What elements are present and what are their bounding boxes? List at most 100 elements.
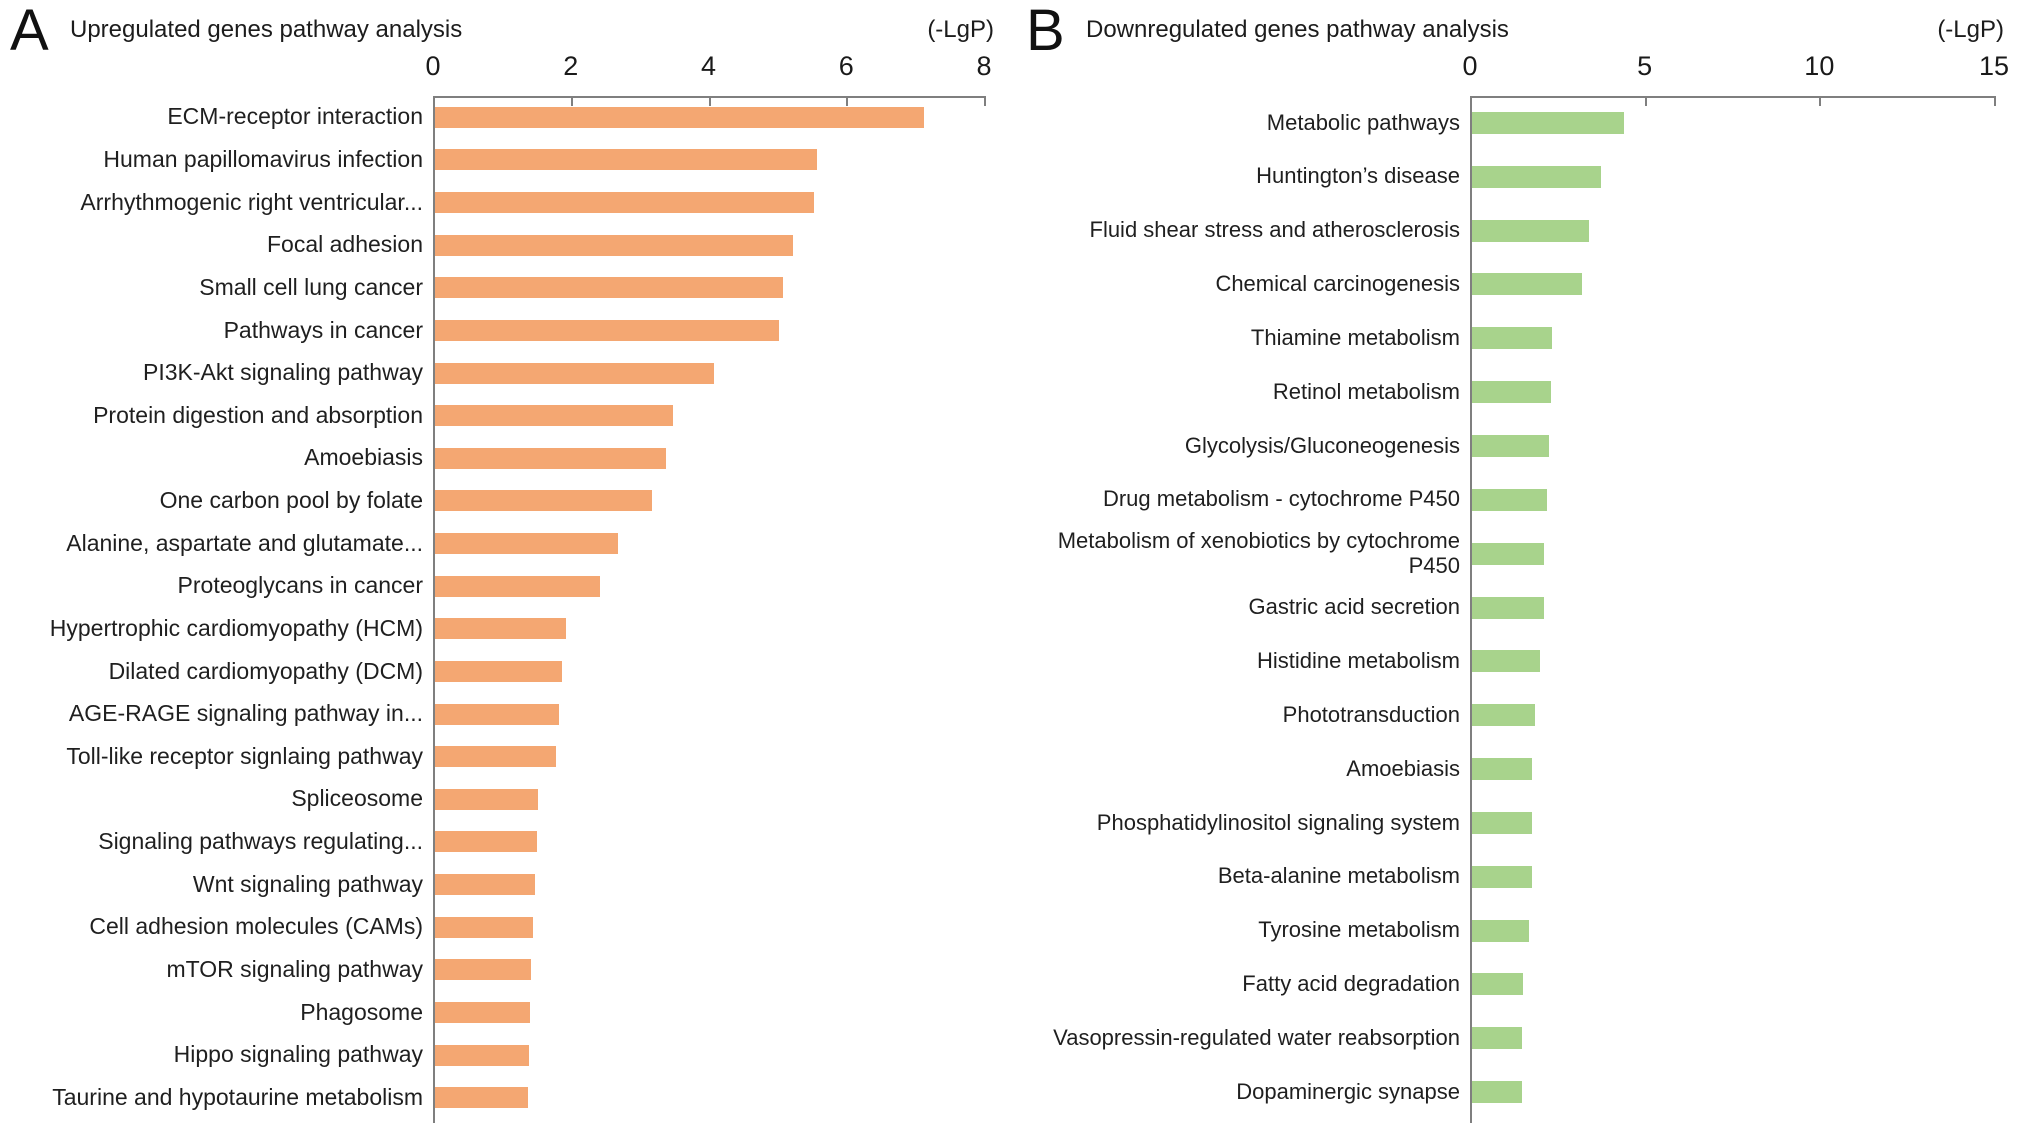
- y-axis-line: [1470, 96, 1472, 1123]
- bar-plot-downregulated: 0 5 10 15 Metabolic pathways Huntington’s dis…: [1016, 0, 2032, 1144]
- bar: [1472, 542, 1544, 565]
- category-label: Hippo signaling pathway: [173, 1041, 423, 1068]
- bar: [1472, 327, 1553, 350]
- x-axis-tick-label: 15: [1978, 51, 2010, 81]
- category-label: ECM-receptor interaction: [167, 103, 423, 130]
- bar: [435, 831, 537, 853]
- category-label: Wnt signaling pathway: [192, 870, 423, 897]
- category-label: Huntington’s disease: [1256, 163, 1460, 189]
- x-axis-tick: [1644, 96, 1647, 106]
- category-label: Phagosome: [300, 998, 423, 1025]
- bar: [435, 788, 539, 810]
- bar: [435, 192, 814, 214]
- bar: [435, 959, 532, 981]
- bar: [1472, 381, 1551, 404]
- category-label: Fluid shear stress and atherosclerosis: [1089, 217, 1461, 243]
- x-axis-tick-label: 8: [976, 51, 992, 81]
- bar: [435, 149, 818, 171]
- category-label: Toll-like receptor signlaing pathway: [66, 742, 423, 769]
- x-axis-line: [1470, 96, 1996, 98]
- bar: [435, 1087, 528, 1109]
- category-label: Glycolysis/Gluconeogenesis: [1184, 432, 1460, 458]
- x-axis-tick: [570, 96, 573, 106]
- category-label: Taurine and hypotaurine metabolism: [52, 1083, 423, 1110]
- bar: [1472, 758, 1533, 781]
- bar-plot-upregulated: 0 2 4 6 8 ECM-receptor interaction Human papil…: [49, 51, 992, 1123]
- x-axis-tick-label: 4: [700, 51, 717, 81]
- bar: [435, 916, 534, 938]
- bar: [435, 447, 666, 469]
- panel-downregulated: B Downregulated genes pathway analysis (…: [1016, 0, 2032, 1144]
- bar: [435, 533, 618, 555]
- bar: [435, 660, 563, 682]
- category-label: PI3K-Akt signaling pathway: [143, 359, 423, 386]
- bar: [1472, 811, 1533, 834]
- bar: [435, 746, 556, 768]
- category-label: Hypertrophic cardiomyopathy (HCM): [49, 614, 423, 641]
- bar: [435, 362, 714, 384]
- category-label: Alanine, aspartate and glutamate...: [66, 529, 423, 556]
- bar: [435, 1044, 529, 1066]
- bar: [435, 405, 673, 427]
- category-label: Focal adhesion: [267, 231, 423, 258]
- y-axis-line: [433, 96, 435, 1123]
- bar: [1472, 488, 1548, 511]
- x-axis-tick-label: 6: [838, 51, 854, 81]
- category-label: mTOR signaling pathway: [166, 955, 423, 982]
- bar: [435, 319, 780, 341]
- x-axis-tick: [1819, 96, 1822, 106]
- bar: [435, 1001, 531, 1023]
- category-label: Phosphatidylinositol signaling system: [1096, 809, 1460, 835]
- x-axis-tick: [708, 96, 711, 106]
- x-axis-tick-label: 0: [425, 51, 441, 81]
- x-axis-tick-label: 2: [563, 51, 579, 81]
- bar: [435, 277, 783, 299]
- category-label: Phototransduction: [1282, 701, 1460, 727]
- category-label: Gastric acid secretion: [1248, 594, 1460, 620]
- category-label: Arrhythmogenic right ventricular...: [80, 188, 423, 215]
- category-label: Amoebiasis: [304, 444, 423, 471]
- bar: [1472, 434, 1549, 457]
- bar: [1472, 1027, 1522, 1050]
- category-label: Chemical carcinogenesis: [1215, 271, 1460, 297]
- bar: [1472, 1081, 1522, 1104]
- category-label: Protein digestion and absorption: [93, 401, 423, 428]
- bar: [435, 234, 794, 256]
- bar: [1472, 704, 1535, 727]
- bar: [1472, 865, 1533, 888]
- bar: [1472, 165, 1602, 188]
- category-label: One carbon pool by folate: [159, 487, 423, 514]
- panel-title-downregulated: Downregulated genes pathway analysis: [1086, 16, 1509, 43]
- x-axis-tick: [1994, 96, 1996, 106]
- category-label: AGE-RAGE signaling pathway in...: [68, 700, 423, 727]
- bar: [1472, 650, 1541, 673]
- bar: [1472, 219, 1590, 242]
- category-label: Signaling pathways regulating...: [98, 828, 423, 855]
- bar: [1472, 973, 1523, 996]
- category-label: Dopaminergic synapse: [1236, 1078, 1460, 1104]
- x-axis-tick: [1470, 96, 1472, 106]
- category-label: Proteoglycans in cancer: [177, 572, 423, 599]
- category-label: Retinol metabolism: [1272, 378, 1460, 404]
- bar: [435, 618, 566, 640]
- category-label: Beta-alanine metabolism: [1217, 863, 1460, 889]
- category-label: Drug metabolism - cytochrome P450: [1102, 486, 1460, 512]
- x-axis-tick-label: 5: [1637, 51, 1653, 81]
- bar: [1472, 111, 1624, 134]
- x-axis-tick-label: 0: [1462, 51, 1478, 81]
- panel-title-upregulated: Upregulated genes pathway analysis: [70, 16, 463, 43]
- panel-upregulated: A Upregulated genes pathway analysis (-L…: [10, 2, 994, 1123]
- axis-unit-label: (-LgP): [927, 16, 994, 43]
- category-label: Tyrosine metabolism: [1258, 917, 1460, 943]
- category-label: Metabolism of xenobiotics by cytochrome …: [1057, 528, 1460, 578]
- category-label: Histidine metabolism: [1257, 648, 1460, 673]
- bar: [435, 490, 652, 512]
- category-label: Amoebiasis: [1346, 755, 1460, 781]
- bar: [1472, 273, 1583, 296]
- bar: [435, 106, 924, 128]
- bar: [1472, 596, 1544, 619]
- category-label: Vasopressin-regulated water reabsorption: [1053, 1024, 1460, 1050]
- category-label: Pathways in cancer: [223, 316, 423, 343]
- axis-unit-label: (-LgP): [1937, 16, 2004, 43]
